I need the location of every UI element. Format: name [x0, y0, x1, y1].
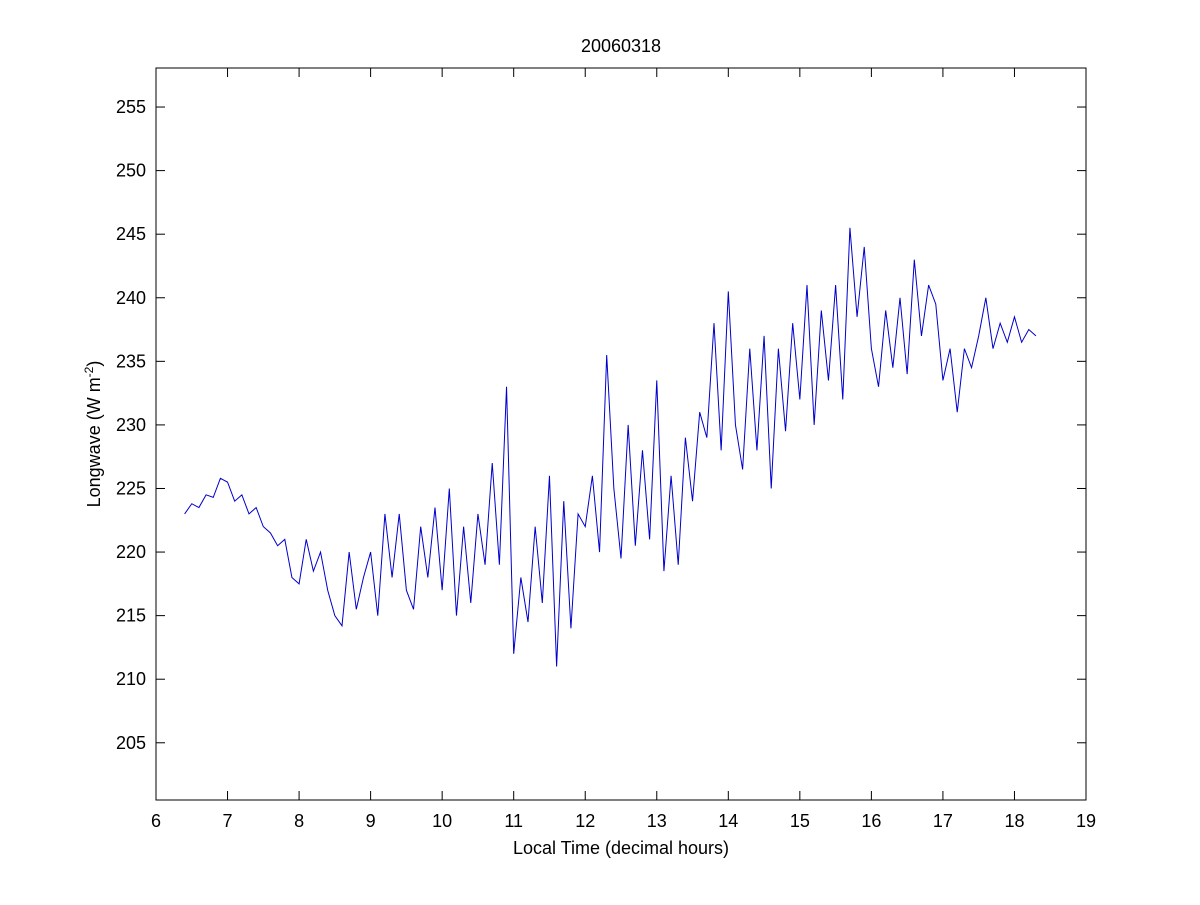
- x-tick-label: 18: [1004, 811, 1024, 831]
- x-tick-label: 12: [575, 811, 595, 831]
- y-axis-label: Longwave (W m-2): [82, 361, 104, 508]
- x-tick-label: 16: [861, 811, 881, 831]
- x-tick-label: 14: [718, 811, 738, 831]
- y-tick-label: 250: [116, 161, 146, 181]
- x-tick-label: 11: [504, 811, 523, 831]
- x-tick-label: 10: [432, 811, 452, 831]
- x-tick-label: 7: [223, 811, 233, 831]
- y-tick-label: 255: [116, 97, 146, 117]
- x-tick-label: 19: [1076, 811, 1096, 831]
- y-tick-label: 215: [116, 606, 146, 626]
- x-tick-label: 15: [790, 811, 810, 831]
- y-tick-label: 220: [116, 542, 146, 562]
- y-tick-label: 225: [116, 478, 146, 498]
- x-tick-label: 13: [647, 811, 667, 831]
- y-label-sup: -2: [82, 366, 96, 377]
- y-label-end: ): [84, 361, 104, 367]
- chart-title: 20060318: [581, 36, 661, 56]
- y-tick-label: 240: [116, 288, 146, 308]
- y-tick-label: 205: [116, 733, 146, 753]
- x-tick-label: 8: [294, 811, 304, 831]
- y-tick-label: 230: [116, 415, 146, 435]
- plot-frame: [155, 67, 1087, 801]
- x-axis-label: Local Time (decimal hours): [513, 838, 729, 858]
- y-tick-label: 210: [116, 669, 146, 689]
- x-tick-label: 17: [933, 811, 953, 831]
- x-tick-label: 9: [366, 811, 376, 831]
- y-tick-label: 235: [116, 351, 146, 371]
- y-label-text: Longwave (W m: [84, 377, 104, 507]
- x-tick-label: 6: [151, 811, 161, 831]
- y-tick-label: 245: [116, 224, 146, 244]
- data-line: [184, 227, 1037, 667]
